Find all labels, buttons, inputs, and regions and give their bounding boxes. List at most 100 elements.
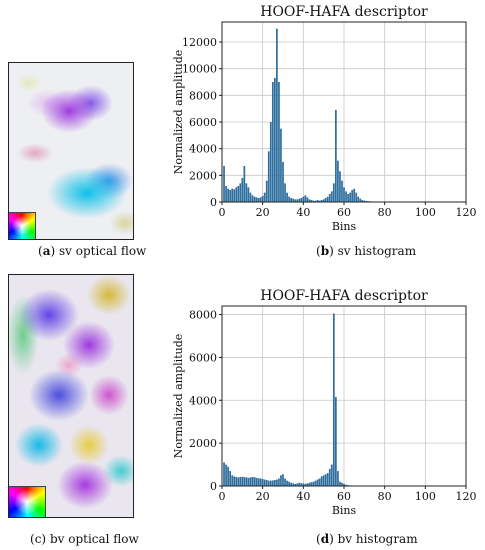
- histogram-bar: [237, 477, 240, 486]
- histogram-bar: [312, 200, 315, 202]
- histogram-bar: [328, 468, 331, 486]
- histogram-bar: [302, 483, 305, 486]
- caption-c: (c) bv optical flow: [30, 532, 139, 546]
- histogram-bar: [328, 194, 331, 202]
- y-tick-label: 6000: [189, 351, 217, 364]
- x-tick-label: 20: [256, 490, 270, 503]
- histogram-bar: [257, 198, 260, 202]
- histogram-bar: [337, 471, 339, 486]
- histogram-bar: [276, 479, 278, 486]
- caption-a: (a) sv optical flow: [38, 244, 147, 258]
- y-tick-label: 2000: [189, 437, 217, 450]
- histogram-bar: [326, 196, 329, 202]
- histogram-bar: [276, 28, 278, 202]
- histogram-bar: [274, 78, 276, 202]
- histogram-bar: [227, 466, 229, 486]
- y-tick-label: 12000: [182, 36, 217, 49]
- histogram-bar: [339, 481, 341, 486]
- histogram-bar: [269, 122, 272, 202]
- histogram-bar: [296, 483, 299, 486]
- histogram-bar: [261, 478, 264, 486]
- histogram-bar: [324, 474, 327, 486]
- histogram-bar: [253, 477, 256, 486]
- histogram-bar: [290, 482, 292, 486]
- histogram-bar: [341, 482, 343, 486]
- y-tick-label: 4000: [189, 143, 217, 156]
- histogram-bar: [300, 483, 303, 486]
- histogram-bar: [292, 198, 295, 202]
- x-axis-label: Bins: [332, 504, 357, 517]
- histogram-bar: [278, 478, 280, 486]
- chart-title: HOOF-HAFA descriptor: [260, 288, 428, 304]
- histogram-bar: [223, 462, 225, 486]
- histogram-bar: [355, 192, 358, 202]
- histogram-bar: [263, 479, 266, 486]
- histogram-bar: [288, 481, 290, 486]
- histogram-bar: [304, 483, 307, 486]
- histogram-bar: [320, 476, 323, 486]
- histogram-bar: [267, 151, 270, 202]
- histogram-bar: [225, 464, 227, 486]
- histogram-bar: [312, 481, 315, 486]
- y-tick-label: 4000: [189, 394, 217, 407]
- histogram-bar: [249, 477, 252, 486]
- x-tick-label: 100: [415, 206, 436, 219]
- x-tick-label: 60: [337, 490, 351, 503]
- histogram-bar: [322, 199, 325, 202]
- histogram-bar: [231, 475, 234, 486]
- histogram-bar: [335, 397, 337, 486]
- histogram-bar: [343, 483, 345, 486]
- bv-optical-flow-image: [8, 274, 134, 518]
- histogram-bar: [361, 200, 364, 202]
- histogram-bar: [339, 171, 341, 202]
- histogram-bar: [308, 199, 311, 202]
- histogram-bar: [326, 473, 329, 486]
- histogram-bar: [282, 162, 284, 202]
- color-wheel-legend-icon: [9, 212, 36, 239]
- x-tick-label: 0: [219, 206, 226, 219]
- histogram-bar: [349, 192, 351, 202]
- histogram-bar: [345, 484, 347, 486]
- histogram-bar: [359, 198, 362, 202]
- histogram-bar: [263, 192, 266, 202]
- histogram-bar: [239, 183, 242, 202]
- y-tick-label: 6000: [189, 116, 217, 129]
- histogram-bar: [310, 482, 313, 486]
- histogram-bar: [286, 192, 288, 202]
- histogram-bar: [278, 82, 280, 202]
- histogram-bar: [351, 190, 353, 202]
- histogram-bar: [324, 198, 327, 202]
- y-tick-label: 8000: [189, 309, 217, 322]
- histogram-bar: [261, 196, 264, 202]
- histogram-bar: [259, 197, 262, 202]
- bv-histogram-chart: HOOF-HAFA descriptor 0 20 40 60 80 100 120 0 2000…: [172, 288, 477, 517]
- histogram-bar: [316, 479, 319, 486]
- histogram-bar: [306, 197, 309, 202]
- histogram-bar: [271, 480, 274, 486]
- sv-optical-flow-image: [8, 62, 134, 240]
- histogram-bar: [310, 200, 313, 202]
- histogram-bar: [241, 476, 244, 486]
- histogram-bar: [269, 480, 272, 486]
- histogram-bar: [320, 200, 323, 202]
- histogram-bar: [347, 194, 349, 202]
- chart-title: HOOF-HAFA descriptor: [260, 4, 428, 20]
- y-tick-label: 2000: [189, 169, 217, 182]
- x-tick-label: 60: [337, 206, 351, 219]
- histogram-bar: [255, 477, 258, 486]
- histogram-bar: [233, 189, 236, 202]
- sv-histogram-chart: HOOF-HAFA descriptor 0 20 40 60 80 100 120 0 2000…: [172, 4, 477, 233]
- histogram-bar: [298, 482, 301, 486]
- histogram-bar: [353, 188, 356, 202]
- histogram-bar: [227, 188, 229, 202]
- caption-b: (b) sv histogram: [316, 244, 417, 258]
- histogram-bar: [318, 200, 321, 202]
- histogram-bar: [332, 313, 335, 486]
- histogram-bar: [265, 180, 268, 202]
- histogram-bar: [241, 178, 244, 202]
- histogram-bar: [282, 474, 284, 486]
- histogram-bar: [357, 196, 360, 202]
- histogram-bar: [292, 483, 295, 486]
- histogram-bar: [298, 198, 301, 202]
- color-wheel-legend-icon: [9, 486, 46, 517]
